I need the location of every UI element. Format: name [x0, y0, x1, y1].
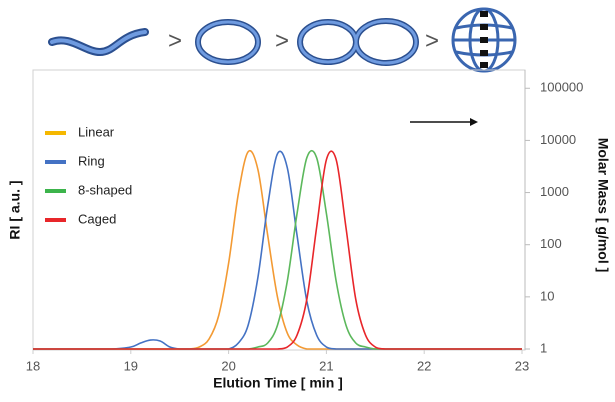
comparison-symbol: >: [425, 27, 439, 54]
y2-axis-label: Molar Mass [ g/mol ]: [595, 138, 611, 273]
arrow-head: [470, 118, 478, 126]
y-axis-label: RI [ a.u. ]: [7, 180, 23, 239]
legend-label: Ring: [78, 153, 105, 168]
plot-frame: [32, 69, 526, 351]
eight-icon-inner: [354, 19, 418, 65]
x-tick-label: 23: [515, 358, 529, 373]
y2-tick-label: 100: [540, 236, 562, 251]
y2-tick-label: 1: [540, 340, 547, 355]
cage-linkers: [480, 11, 488, 68]
y2-tick-label: 1000: [540, 184, 569, 199]
x-tick-label: 20: [221, 358, 235, 373]
ring-icon-inner: [196, 20, 260, 64]
legend-label: Caged: [78, 211, 116, 226]
y2-tick-label: 100000: [540, 80, 583, 95]
y2-tick-label: 10000: [540, 132, 576, 147]
x-tick-label: 18: [26, 358, 40, 373]
eight-icon-inner: [298, 20, 358, 64]
x-tick-label: 22: [417, 358, 431, 373]
series-line: [33, 150, 522, 350]
series-line: [33, 150, 522, 350]
legend-label: Linear: [78, 124, 115, 139]
x-tick-label: 21: [319, 358, 333, 373]
series-line: [33, 149, 522, 350]
schematics: [48, 7, 517, 73]
comparison-symbol: >: [275, 27, 289, 54]
x-axis-label: Elution Time [ min ]: [213, 375, 343, 391]
comparison-symbol: >: [168, 27, 182, 54]
linear-icon-inner: [50, 30, 147, 55]
series-line: [33, 149, 522, 350]
legend-label: 8-shaped: [78, 182, 132, 197]
x-tick-label: 19: [124, 358, 138, 373]
y2-tick-label: 10: [540, 288, 554, 303]
